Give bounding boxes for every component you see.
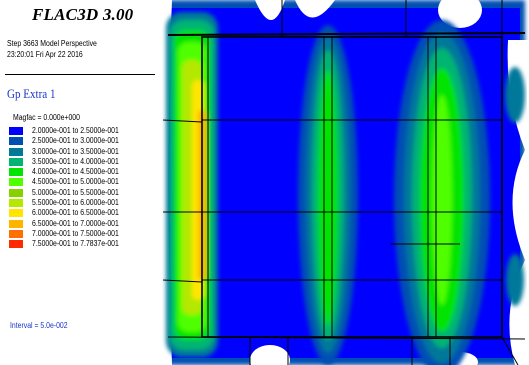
divider bbox=[5, 74, 155, 75]
legend-row: 6.0000e-001 to 6.5000e-001 bbox=[9, 208, 159, 218]
legend-label: 5.0000e-001 to 5.5000e-001 bbox=[32, 187, 119, 197]
legend-label: 3.5000e-001 to 4.0000e-001 bbox=[32, 156, 119, 166]
legend-row: 4.0000e-001 to 4.5000e-001 bbox=[9, 167, 159, 177]
legend-panel: FLAC3D 3.00 Step 3663 Model Perspective … bbox=[0, 0, 160, 365]
legend-swatch bbox=[9, 137, 23, 146]
legend-label: 4.0000e-001 to 4.5000e-001 bbox=[32, 167, 119, 177]
legend-label: 4.5000e-001 to 5.0000e-001 bbox=[32, 177, 119, 187]
contour-legend: 2.0000e-001 to 2.5000e-001 2.5000e-001 to… bbox=[9, 126, 159, 250]
legend-row: 5.5000e-001 to 6.0000e-001 bbox=[9, 198, 159, 208]
legend-row: 7.5000e-001 to 7.7837e-001 bbox=[9, 239, 159, 249]
interval-label: Interval = 5.0e-002 bbox=[10, 321, 68, 330]
legend-label: 3.0000e-001 to 3.5000e-001 bbox=[32, 146, 119, 156]
step-info: Step 3663 Model Perspective bbox=[7, 39, 97, 48]
legend-row: 5.0000e-001 to 5.5000e-001 bbox=[9, 188, 159, 198]
legend-swatch bbox=[9, 240, 23, 249]
mesh-lines bbox=[162, 0, 526, 365]
legend-row: 4.5000e-001 to 5.0000e-001 bbox=[9, 177, 159, 187]
legend-row: 3.0000e-001 to 3.5000e-001 bbox=[9, 147, 159, 157]
legend-swatch bbox=[9, 199, 23, 208]
legend-swatch bbox=[9, 178, 23, 187]
legend-row: 3.5000e-001 to 4.0000e-001 bbox=[9, 157, 159, 167]
legend-swatch bbox=[9, 147, 23, 156]
legend-label: 7.5000e-001 to 7.7837e-001 bbox=[32, 239, 119, 249]
legend-swatch bbox=[9, 219, 23, 228]
legend-swatch bbox=[9, 229, 23, 238]
legend-swatch bbox=[9, 188, 23, 197]
contour-plot bbox=[160, 0, 529, 365]
legend-swatch bbox=[9, 127, 23, 135]
legend-label: 6.5000e-001 to 7.0000e-001 bbox=[32, 218, 119, 228]
legend-swatch bbox=[9, 209, 23, 218]
legend-label: 6.0000e-001 to 6.5000e-001 bbox=[32, 208, 119, 218]
legend-row: 2.5000e-001 to 3.0000e-001 bbox=[9, 136, 159, 146]
date-info: 23:20:01 Fri Apr 22 2016 bbox=[7, 50, 83, 59]
legend-label: 2.0000e-001 to 2.5000e-001 bbox=[32, 126, 119, 135]
legend-label: 2.5000e-001 to 3.0000e-001 bbox=[32, 136, 119, 146]
legend-row: 7.0000e-001 to 7.5000e-001 bbox=[9, 229, 159, 239]
app-title: FLAC3D 3.00 bbox=[32, 5, 134, 24]
legend-row: 2.0000e-001 to 2.5000e-001 bbox=[9, 126, 159, 136]
legend-swatch bbox=[9, 157, 23, 166]
legend-swatch bbox=[9, 168, 23, 177]
contour-field bbox=[160, 0, 529, 365]
legend-row: 6.5000e-001 to 7.0000e-001 bbox=[9, 219, 159, 229]
magfac-label: Magfac = 0.000e+000 bbox=[13, 113, 80, 122]
legend-label: 7.0000e-001 to 7.5000e-001 bbox=[32, 228, 119, 238]
legend-label: 5.5000e-001 to 6.0000e-001 bbox=[32, 198, 119, 208]
contour-title: Gp Extra 1 bbox=[7, 86, 56, 101]
